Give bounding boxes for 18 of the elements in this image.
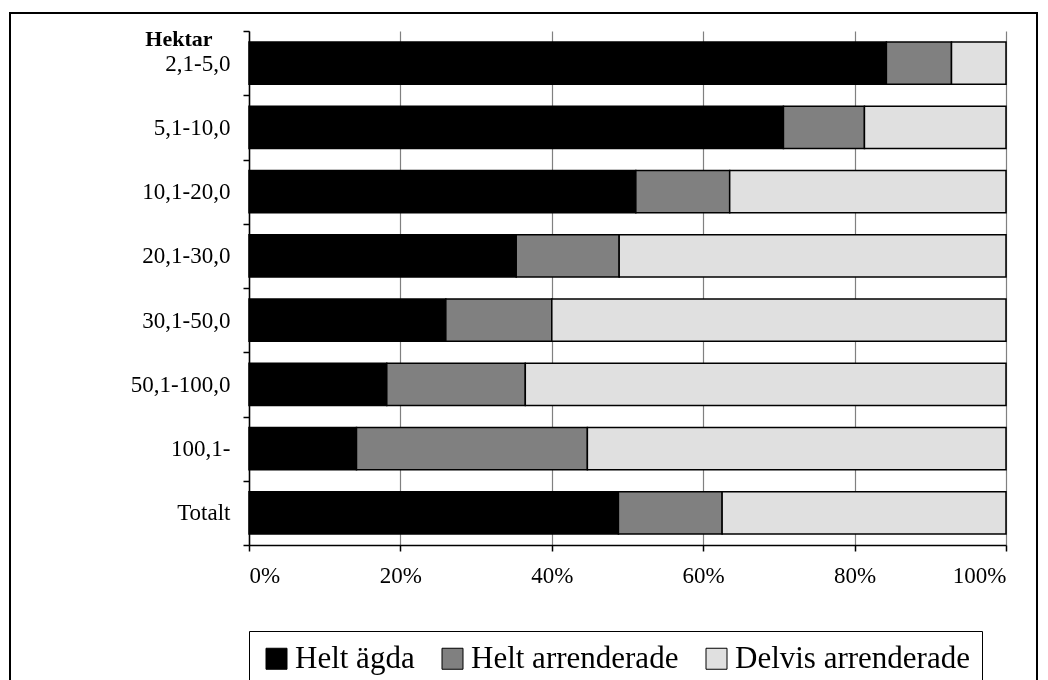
- legend-label: Delvis arrenderade: [735, 639, 970, 675]
- y-axis-title: Hektar: [145, 25, 213, 51]
- y-tick-label: 30,1-50,0: [142, 307, 231, 333]
- legend-label: Helt arrenderade: [471, 639, 679, 675]
- y-tick-label: 10,1-20,0: [142, 179, 231, 205]
- x-tick-label: 100%: [952, 562, 1007, 588]
- x-tick-label: 60%: [682, 562, 725, 588]
- legend-label: Helt ägda: [295, 639, 415, 675]
- y-tick-label: Totalt: [177, 500, 232, 526]
- y-tick-label: 20,1-30,0: [142, 243, 231, 269]
- y-tick-label: 5,1-10,0: [153, 114, 231, 140]
- x-tick-label: 20%: [379, 562, 422, 588]
- x-tick-label: 0%: [249, 562, 281, 588]
- y-tick-label: 100,1-: [171, 436, 231, 462]
- x-tick-label: 80%: [834, 562, 877, 588]
- x-tick-label: 40%: [531, 562, 574, 588]
- y-tick-label: 2,1-5,0: [165, 50, 231, 76]
- y-tick-label: 50,1-100,0: [130, 371, 231, 397]
